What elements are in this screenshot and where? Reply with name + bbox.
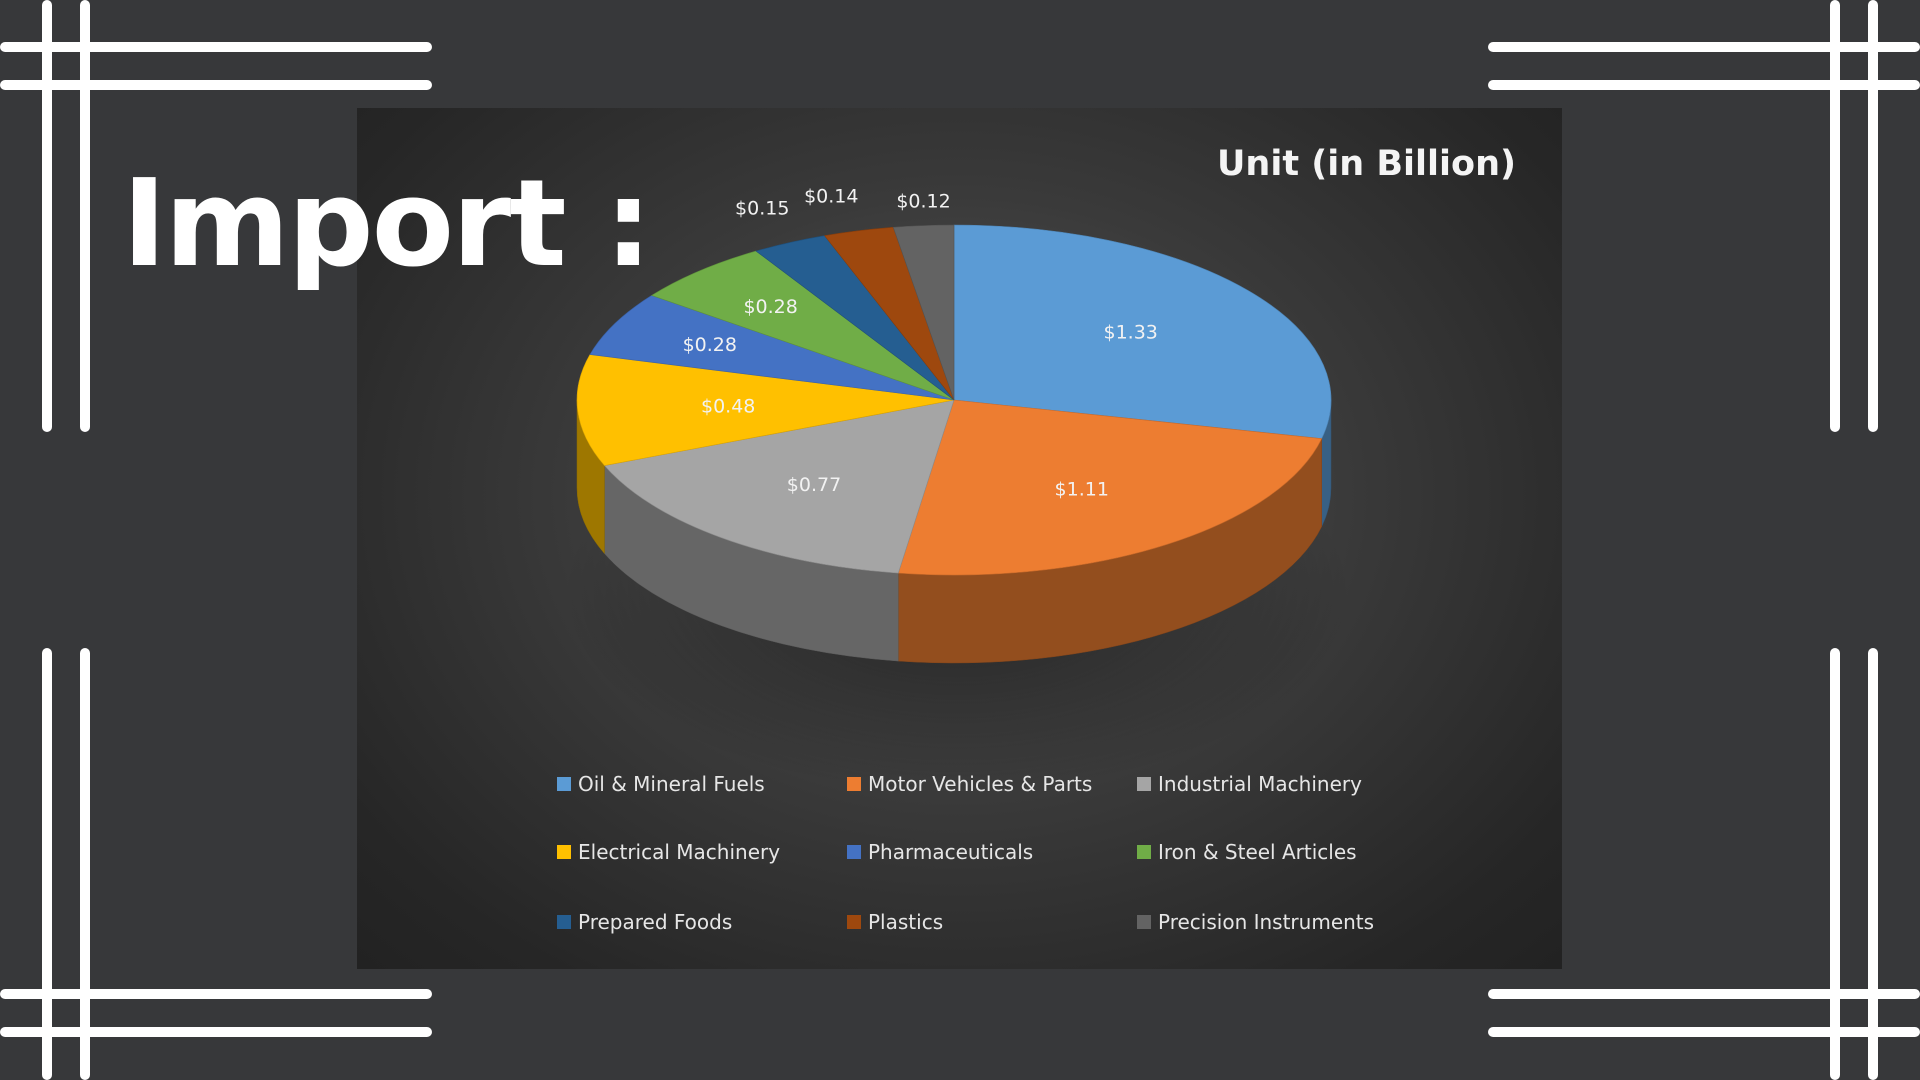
legend-swatch	[1137, 777, 1151, 791]
frame-line	[1488, 1027, 1920, 1037]
legend-item: Oil & Mineral Fuels	[557, 772, 765, 796]
data-label: $1.11	[1055, 479, 1109, 501]
chart-panel: $1.33 $1.11 $0.77 $0.48 $0.28 $0.28 $0.15 $0.14…	[357, 108, 1562, 969]
legend-swatch	[557, 915, 571, 929]
frame-line	[1830, 648, 1840, 1080]
page-heading: Import :	[122, 155, 652, 294]
legend-label: Oil & Mineral Fuels	[578, 772, 765, 796]
frame-line	[42, 0, 52, 432]
frame-line	[0, 1027, 432, 1037]
legend-swatch	[847, 915, 861, 929]
pie-slice	[892, 224, 955, 401]
legend-item: Plastics	[847, 910, 943, 934]
data-label: $0.14	[804, 186, 858, 208]
legend-item: Pharmaceuticals	[847, 840, 1033, 864]
legend-label: Motor Vehicles & Parts	[868, 772, 1093, 796]
legend-item: Iron & Steel Articles	[1137, 840, 1357, 864]
legend-label: Precision Instruments	[1158, 910, 1375, 934]
frame-line	[1488, 989, 1920, 999]
pie-slice	[897, 399, 1323, 576]
pie-slice	[953, 224, 1332, 439]
frame-line	[0, 989, 432, 999]
legend-swatch	[847, 777, 861, 791]
frame-line	[1868, 648, 1878, 1080]
data-label: $0.12	[896, 191, 950, 213]
pie-slice	[603, 399, 955, 574]
data-label: $0.28	[743, 296, 797, 318]
chart-title: Unit (in Billion)	[1217, 144, 1516, 184]
legend-item: Electrical Machinery	[557, 840, 780, 864]
legend-item: Industrial Machinery	[1137, 772, 1362, 796]
legend-item: Prepared Foods	[557, 910, 732, 934]
frame-line	[0, 42, 432, 52]
pie-slice	[576, 354, 955, 466]
frame-line	[42, 648, 52, 1080]
legend-label: Industrial Machinery	[1158, 772, 1362, 796]
data-label: $0.48	[701, 396, 755, 418]
legend-label: Iron & Steel Articles	[1158, 840, 1357, 864]
legend-label: Plastics	[868, 910, 944, 934]
data-label: $0.77	[787, 474, 841, 496]
pie-chart: $1.33 $1.11 $0.77 $0.48 $0.28 $0.28 $0.15 $0.14…	[562, 186, 1352, 793]
data-label: $0.28	[683, 334, 737, 356]
frame-line	[0, 80, 432, 90]
frame-line	[80, 648, 90, 1080]
legend-swatch	[1137, 845, 1151, 859]
legend-item: Motor Vehicles & Parts	[847, 772, 1092, 796]
frame-line	[80, 0, 90, 432]
frame-line	[1868, 0, 1878, 432]
pie-slice	[589, 295, 955, 401]
pie-slice	[651, 250, 955, 401]
legend-swatch	[847, 845, 861, 859]
data-label: $1.33	[1104, 321, 1158, 343]
frame-line	[1830, 0, 1840, 432]
frame-line	[1488, 42, 1920, 52]
legend-label: Prepared Foods	[578, 910, 733, 934]
legend-swatch	[557, 777, 571, 791]
frame-line	[1488, 80, 1920, 90]
legend-label: Pharmaceuticals	[868, 840, 1034, 864]
legend-swatch	[1137, 915, 1151, 929]
legend-item: Precision Instruments	[1137, 910, 1374, 934]
data-label: $0.15	[735, 198, 789, 220]
legend-label: Electrical Machinery	[578, 840, 781, 864]
legend-swatch	[557, 845, 571, 859]
